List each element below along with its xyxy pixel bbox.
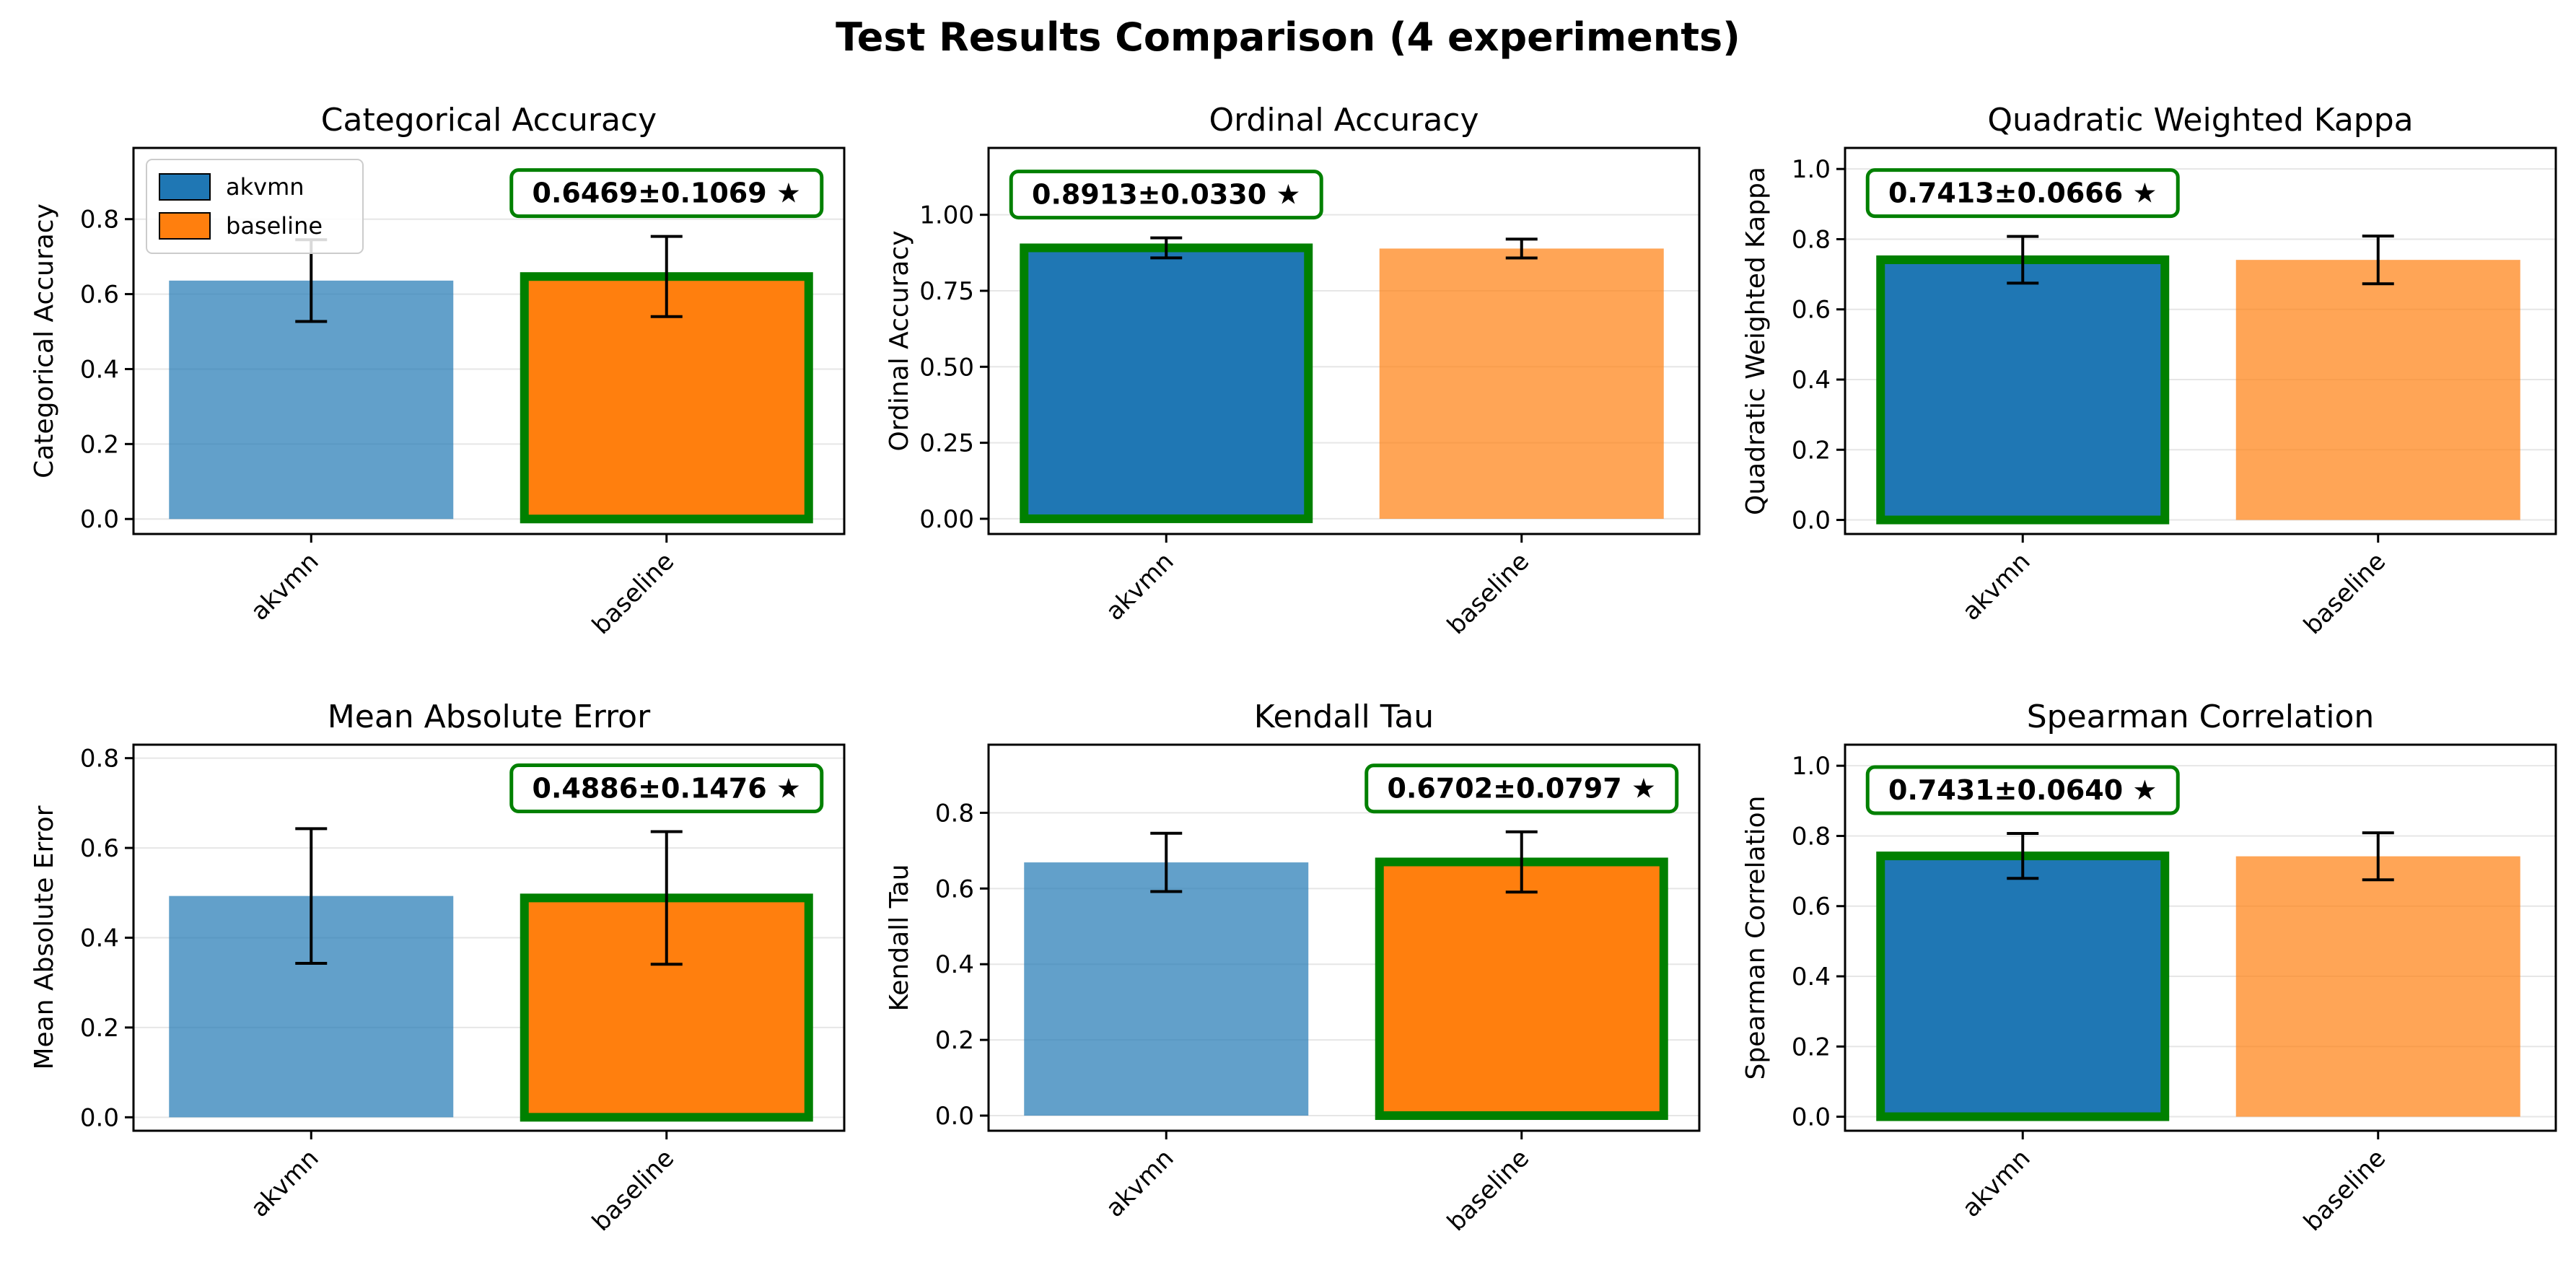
y-tick-label: 0.6 [80,834,119,863]
axes-frame [1844,146,2557,535]
annotation-box [1364,763,1679,814]
figure-title: Test Results Comparison (4 experiments) [836,14,1740,60]
bar-akvmn [1876,255,2170,525]
subplot-1: 0.0 0.2 0.4 0.6 0.8 akvmn baseline Categorical … [30,102,846,640]
annotation-label: 0.8913±0.0330 ★ [1032,179,1300,211]
y-tick-label: 0.4 [1792,366,1831,395]
y-axis-label: Categorical Accuracy [30,203,59,478]
subplot-title: Kendall Tau [1254,699,1434,735]
annotation-box [1865,765,2180,815]
axes-frame [987,743,1701,1132]
subplot-title: Spearman Correlation [2027,699,2375,735]
y-tick-label: 0.2 [1792,1033,1831,1061]
y-tick-label: 0.0 [1792,507,1831,535]
y-tick-label: 0.4 [80,355,119,384]
y-tick-label: 0.6 [1792,893,1831,921]
y-tick-label: 0.8 [80,745,119,774]
y-axis-label: Kendall Tau [885,864,914,1011]
bar-baseline [520,893,813,1122]
y-tick-label: 0.00 [919,505,974,534]
annotation-label: 0.6469±0.1069 ★ [533,178,801,209]
y-tick-label: 0.8 [80,206,119,235]
annotation-box [1865,168,2180,219]
y-axis-label: Spearman Correlation [1741,796,1771,1080]
subplot-title: Quadratic Weighted Kappa [1987,102,2413,139]
y-tick-label: 0.0 [935,1102,974,1131]
y-tick-label: 0.2 [1792,436,1831,465]
bar-akvmn [1020,243,1313,523]
legend-label-akvmn: akvmn [226,173,305,201]
y-tick-label: 0.8 [1792,822,1831,851]
y-tick-label: 0.75 [919,277,974,306]
bar-akvmn [1024,862,1309,1116]
bar-baseline [2235,260,2520,520]
y-tick-label: 0.25 [919,429,974,458]
annotation-label: 0.7431±0.0640 ★ [1888,774,2157,806]
annotation-label: 0.7413±0.0666 ★ [1888,178,2157,209]
subplot-title: Mean Absolute Error [328,699,651,735]
axes-frame [132,146,846,535]
y-tick-label: 1.0 [1792,752,1831,781]
annotation-box [509,168,824,219]
bar-akvmn [1876,851,2170,1121]
annotation-box [509,763,824,814]
y-tick-label: 0.2 [80,430,119,459]
y-tick-label: 0.8 [1792,225,1831,254]
annotation-label: 0.6702±0.0797 ★ [1388,773,1656,805]
legend-swatch-akvmn [159,173,211,201]
bar-baseline [2235,856,2520,1117]
y-tick-label: 0.2 [935,1026,974,1055]
y-tick-label: 0.2 [80,1014,119,1043]
annotation-box [1009,170,1323,220]
axes-frame [1844,743,2557,1132]
subplot-title: Ordinal Accuracy [1209,102,1478,139]
y-tick-label: 1.0 [1792,155,1831,184]
legend-swatch-baseline [159,212,211,240]
y-tick-label: 0.8 [935,799,974,828]
y-tick-label: 1.00 [919,201,974,230]
y-tick-label: 0.0 [1792,1103,1831,1132]
y-tick-label: 0.4 [935,950,974,979]
y-tick-label: 0.50 [919,353,974,382]
y-axis-label: Quadratic Weighted Kappa [1741,167,1771,515]
bar-baseline [1379,248,1664,519]
chart-grid: 0.0 0.2 0.4 0.6 0.8 akvmn baseline Categorical … [30,102,2557,1237]
subplot-title: Categorical Accuracy [321,102,657,139]
y-axis-label: Ordinal Accuracy [885,230,914,451]
y-tick-label: 0.4 [1792,963,1831,991]
legend-label-baseline: baseline [226,212,323,240]
y-axis-label: Mean Absolute Error [30,805,59,1069]
annotation-label: 0.4886±0.1476 ★ [533,773,801,805]
y-tick-label: 0.6 [1792,296,1831,325]
y-tick-label: 0.0 [80,505,119,534]
axes-frame [987,146,1701,535]
y-tick-label: 0.0 [80,1103,119,1132]
y-tick-label: 0.6 [935,875,974,903]
y-tick-label: 0.4 [80,924,119,953]
bar-baseline [1375,857,1668,1121]
y-tick-label: 0.6 [80,281,119,310]
